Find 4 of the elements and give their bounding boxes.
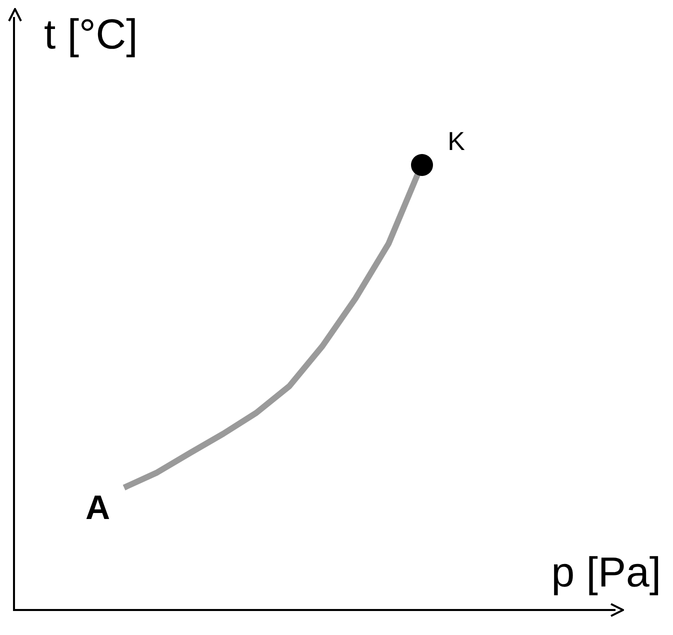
y-axis-title: t [°C] <box>44 10 138 58</box>
annotation: A <box>86 488 110 527</box>
x-axis-title: p [Pa] <box>551 548 661 596</box>
text: K <box>448 126 466 156</box>
